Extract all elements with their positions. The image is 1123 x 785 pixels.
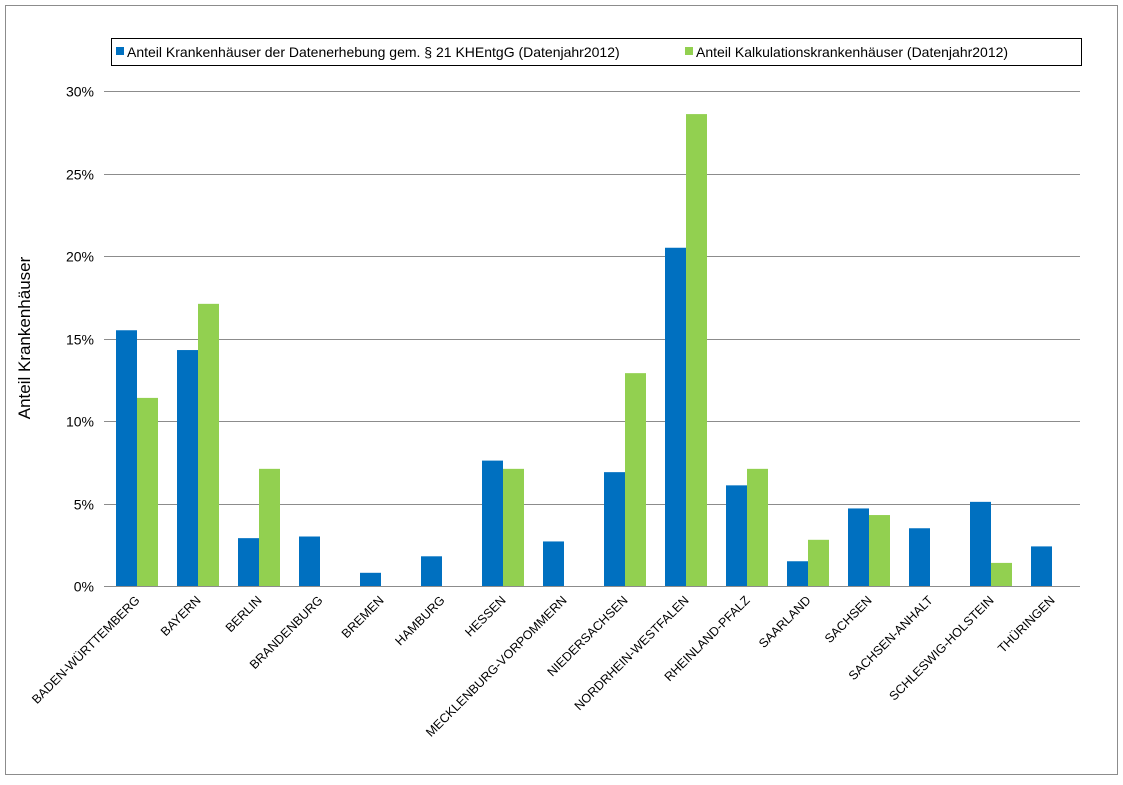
legend-label-2: Anteil Kalkulationskrankenhäuser (Datenj… (696, 44, 1008, 60)
bar-series-2 (503, 468, 524, 586)
bar-series-1 (238, 538, 259, 586)
bar-series-1 (604, 472, 625, 586)
y-tick-label: 5% (74, 497, 94, 513)
bar-series-1 (909, 528, 930, 586)
bar-series-1 (360, 572, 381, 586)
bar-series-1 (1031, 546, 1052, 586)
bar-series-2 (747, 468, 768, 586)
bar-series-1 (299, 536, 320, 586)
bar-series-2 (137, 397, 158, 586)
bar-series-1 (726, 485, 747, 586)
legend-swatch-1 (116, 47, 124, 55)
y-tick-label: 25% (66, 167, 94, 183)
y-tick-label: 20% (66, 249, 94, 265)
bar-series-1 (848, 508, 869, 586)
y-tick-label: 15% (66, 332, 94, 348)
bar-series-1 (177, 350, 198, 586)
bar-series-1 (970, 501, 991, 586)
bar-series-1 (421, 556, 442, 586)
bar-series-2 (686, 114, 707, 586)
bar-series-2 (625, 373, 646, 586)
bar-series-1 (787, 561, 808, 586)
bar-series-1 (482, 460, 503, 586)
legend-box (111, 38, 1082, 66)
bar-series-2 (808, 539, 829, 586)
y-axis-ticks: 0% 5% 10% 15% 20% 25% 30% (66, 84, 94, 595)
y-axis-title: Anteil Krankenhäuser (15, 256, 34, 419)
bar-series-2 (198, 303, 219, 586)
y-tick-label: 0% (74, 579, 94, 595)
y-tick-label: 10% (66, 414, 94, 430)
y-tick-label: 30% (66, 84, 94, 100)
legend-label-1: Anteil Krankenhäuser der Datenerhebung g… (127, 44, 620, 60)
legend: Anteil Krankenhäuser der Datenerhebung g… (111, 38, 1082, 66)
bar-series-2 (869, 515, 890, 586)
bar-series-2 (259, 468, 280, 586)
bar-series-1 (116, 330, 137, 586)
bar-series-2 (991, 562, 1012, 586)
legend-swatch-2 (685, 47, 693, 55)
bar-series-1 (543, 541, 564, 586)
bar-series-1 (665, 247, 686, 586)
bars (116, 114, 1052, 586)
